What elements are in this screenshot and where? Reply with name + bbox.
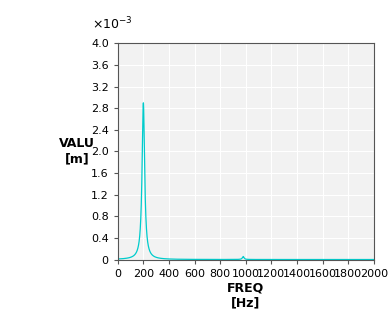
Text: $\times\mathregular{10^{-3}}$: $\times\mathregular{10^{-3}}$ <box>92 16 133 33</box>
Y-axis label: VALU
[m]: VALU [m] <box>59 138 95 165</box>
X-axis label: FREQ
[Hz]: FREQ [Hz] <box>227 281 264 309</box>
